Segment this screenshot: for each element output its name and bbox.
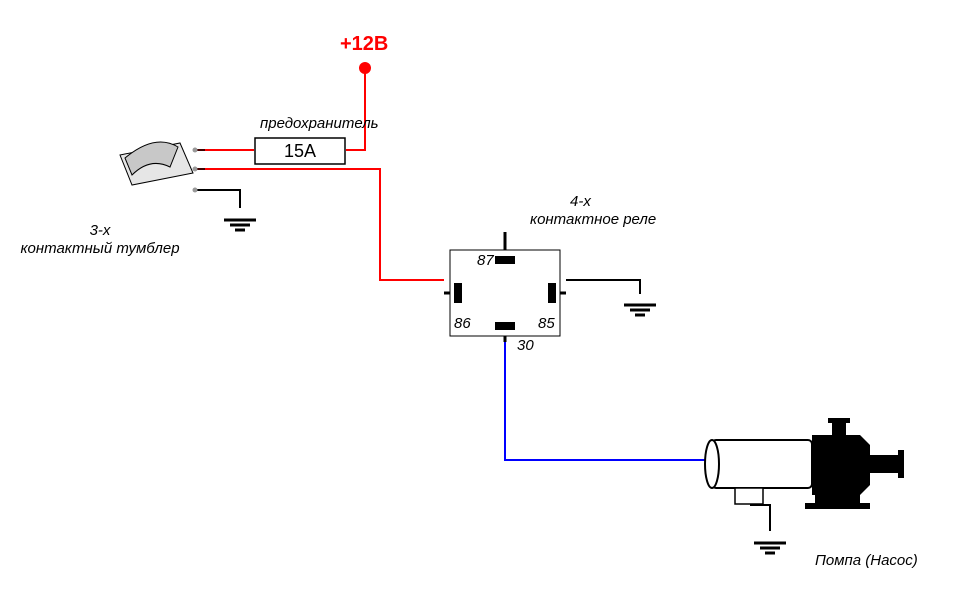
pump-label: Помпа (Насос) xyxy=(815,552,918,569)
power-terminal xyxy=(359,62,371,74)
wire-12v-to-fuse xyxy=(346,68,365,150)
wire-switch-to-ground xyxy=(193,190,240,208)
wire-relay30-to-pump xyxy=(505,342,713,460)
pin-87-label: 87 xyxy=(477,252,494,269)
pin-86-label: 86 xyxy=(454,315,471,332)
ground-relay xyxy=(624,305,656,315)
pin-85-label: 85 xyxy=(538,315,555,332)
pump xyxy=(705,418,904,509)
pin-30-label: 30 xyxy=(517,337,534,354)
relay-label-1: 4-х xyxy=(570,193,591,210)
wire-relay85-to-ground xyxy=(566,280,640,294)
ground-switch xyxy=(224,220,256,230)
rocker-switch xyxy=(120,142,205,193)
fuse-caption: предохранитель xyxy=(260,115,379,132)
switch-label-2: контактный тумблер xyxy=(20,240,179,257)
wire-pump-to-ground xyxy=(750,505,770,531)
fuse-value: 15А xyxy=(284,141,316,161)
ground-pump xyxy=(754,543,786,553)
switch-label-1: 3-х xyxy=(90,222,111,239)
voltage-label: +12В xyxy=(340,33,388,55)
relay-label-2: контактное реле xyxy=(530,211,656,228)
